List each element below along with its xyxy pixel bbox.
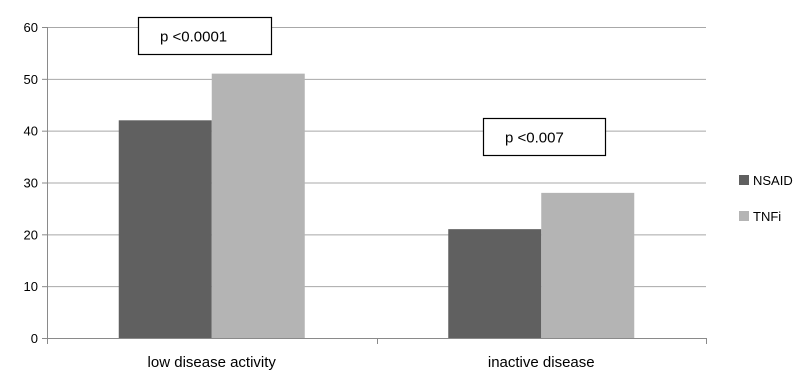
- y-tick-label: 0: [31, 331, 38, 346]
- y-tick-label: 50: [24, 72, 38, 87]
- p-value-annotation: p <0.0001: [137, 16, 273, 56]
- annotation-text: p <0.007: [505, 130, 564, 147]
- legend-item-nsaid[interactable]: NSAID: [739, 173, 793, 188]
- y-tick-label: 40: [24, 124, 38, 139]
- annotation-box: [482, 117, 607, 157]
- legend-label: NSAID: [753, 173, 793, 188]
- p-value-annotation: p <0.007: [482, 117, 607, 157]
- y-tick-label: 20: [24, 227, 38, 242]
- bar-nsaid-1: [448, 229, 542, 338]
- axes: 0 10 20 30 40 50 60 low disease activity inactiv…: [24, 20, 707, 371]
- annotations: p <0.0001 p <0.007: [137, 16, 607, 157]
- bars: [118, 73, 635, 339]
- y-tick-label: 30: [24, 176, 38, 191]
- bar-tnfi-0: [211, 73, 305, 339]
- legend-swatch: [739, 175, 749, 185]
- legend-label: TNFi: [753, 209, 781, 224]
- legend-item-tnfi[interactable]: TNFi: [739, 209, 781, 224]
- y-tick-label: 10: [24, 279, 38, 294]
- x-category-label: inactive disease: [488, 354, 595, 371]
- annotation-box: [137, 16, 273, 56]
- bar-tnfi-1: [541, 192, 635, 338]
- x-category-label: low disease activity: [148, 354, 277, 371]
- y-tick-label: 60: [24, 20, 38, 35]
- annotation-text: p <0.0001: [160, 29, 227, 46]
- bar-nsaid-0: [118, 120, 212, 338]
- legend[interactable]: NSAID TNFi: [739, 173, 793, 224]
- legend-swatch: [739, 211, 749, 221]
